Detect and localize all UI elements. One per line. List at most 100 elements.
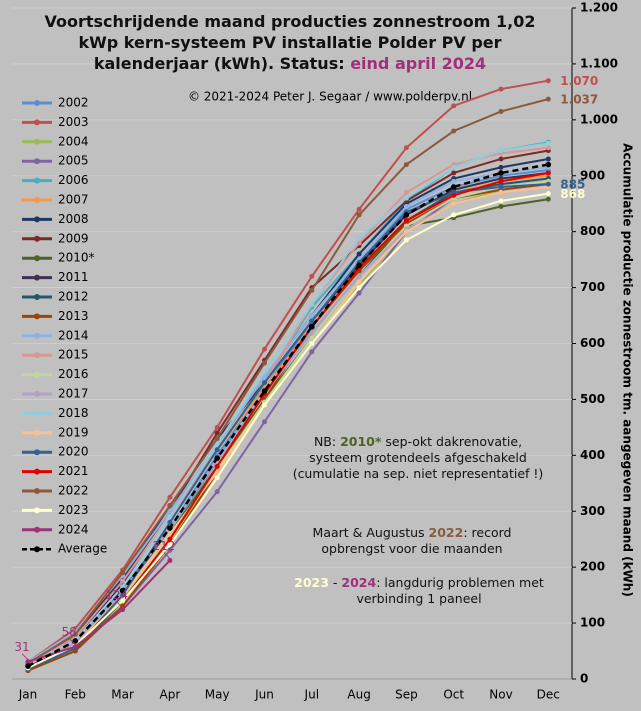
series-marker (356, 234, 362, 240)
series-marker (167, 547, 173, 553)
legend-label: 2017 (58, 387, 89, 401)
series-marker (498, 178, 504, 184)
annotation-part: 2022 (429, 525, 464, 540)
legend-marker (34, 526, 40, 533)
legend-label: 2019 (58, 425, 89, 439)
legend-label: 2006 (58, 173, 89, 187)
series-marker (498, 156, 504, 162)
series-marker (309, 323, 315, 330)
x-tick-label: Feb (65, 688, 86, 702)
series-marker (214, 441, 220, 447)
legend-label: 2023 (58, 503, 89, 517)
series-marker (120, 598, 126, 604)
series-marker (309, 318, 315, 324)
annotation-part: sep-okt dakrenovatie, (381, 434, 522, 449)
legend-label: 2008 (58, 212, 89, 226)
series-marker (167, 494, 173, 500)
copyright: © 2021-2024 Peter J. Segaar / www.polder… (188, 90, 472, 104)
series-line (27, 192, 549, 669)
legend-marker (34, 352, 40, 359)
annotation: (cumulatie na sep. niet representatief !… (293, 466, 544, 481)
title-line: kalenderjaar (kWh). Status: (94, 54, 350, 73)
chart-title: kWp kern-systeem PV installatie Polder P… (78, 33, 501, 52)
y-tick-label: 300 (580, 504, 605, 518)
series-marker (403, 212, 410, 218)
series-marker (25, 663, 31, 669)
series-marker (403, 204, 409, 210)
series-marker (451, 178, 457, 184)
series-marker (545, 170, 551, 176)
series-marker (545, 78, 551, 84)
series-marker (498, 204, 504, 210)
annotation-part: Maart & Augustus (313, 525, 429, 540)
title-line: kWp kern-systeem PV installatie Polder P… (78, 33, 501, 52)
series-marker (498, 190, 504, 196)
annotation-part: 2010* (340, 434, 382, 449)
y-tick-label: 400 (580, 448, 605, 462)
y-axis-title: Accumulatie productie zonnestroom tm. aa… (621, 143, 635, 597)
series-marker (451, 170, 457, 176)
annotation: systeem grotendeels afgeschakeld (309, 450, 527, 465)
series-line (27, 146, 549, 666)
y-tick-label: 1.100 (580, 56, 618, 70)
series-marker (356, 290, 362, 296)
x-tick-label: Sep (395, 688, 418, 702)
legend-label: 2015 (58, 348, 89, 362)
series-line (27, 183, 549, 670)
annotation-part: opbrengst voor die maanden (321, 541, 502, 556)
chart-title: kalenderjaar (kWh). Status: eind april 2… (94, 54, 486, 73)
legend-label: 2004 (58, 134, 89, 148)
legend-label: Average (58, 542, 107, 556)
series-marker (119, 587, 126, 594)
legend-label: 2022 (58, 484, 89, 498)
series-marker (545, 191, 551, 197)
series-marker (498, 170, 504, 176)
annotation-part: 2024 (341, 575, 376, 590)
series-line (27, 559, 171, 663)
series-marker (356, 285, 362, 291)
series-marker (72, 638, 79, 644)
y-tick-label: 700 (580, 280, 605, 294)
series-marker (262, 374, 267, 380)
legend-label: 2013 (58, 309, 89, 323)
series-marker (167, 525, 173, 531)
series-marker (451, 201, 457, 207)
series-marker (403, 145, 409, 151)
series-marker (167, 519, 173, 525)
series-marker (120, 570, 126, 576)
series-marker (120, 592, 126, 598)
series-marker (451, 212, 457, 218)
series-marker (450, 184, 457, 190)
series-marker (167, 536, 173, 542)
value-label: 212 (152, 539, 175, 553)
value-label: 1.070 (560, 74, 598, 88)
x-tick-label: Oct (443, 688, 464, 702)
series-marker (403, 217, 409, 223)
annotation-part: systeem grotendeels afgeschakeld (309, 450, 527, 465)
legend-label: 2018 (58, 406, 89, 420)
series-line (27, 180, 549, 669)
legend-marker (34, 235, 40, 242)
legend-marker (34, 371, 40, 378)
series-marker (498, 184, 504, 190)
legend-marker (34, 274, 40, 281)
series-line (27, 79, 549, 664)
series-marker (214, 455, 220, 461)
label-leader (116, 601, 123, 608)
legend-marker (34, 294, 40, 300)
series-marker (545, 140, 551, 146)
legend-label: 2009 (58, 231, 89, 245)
series-marker (167, 542, 173, 548)
series-marker (356, 206, 362, 212)
y-tick-label: 1.000 (580, 112, 618, 126)
y-tick-label: 800 (580, 224, 605, 238)
series-marker (167, 557, 173, 563)
legend-marker (34, 429, 40, 436)
legend-label: 2021 (58, 464, 89, 478)
value-label: 58 (62, 625, 77, 639)
x-tick-label: Mar (111, 688, 134, 702)
series-marker (498, 164, 504, 170)
legend-label: 2012 (58, 290, 89, 304)
label-leader (21, 653, 29, 660)
